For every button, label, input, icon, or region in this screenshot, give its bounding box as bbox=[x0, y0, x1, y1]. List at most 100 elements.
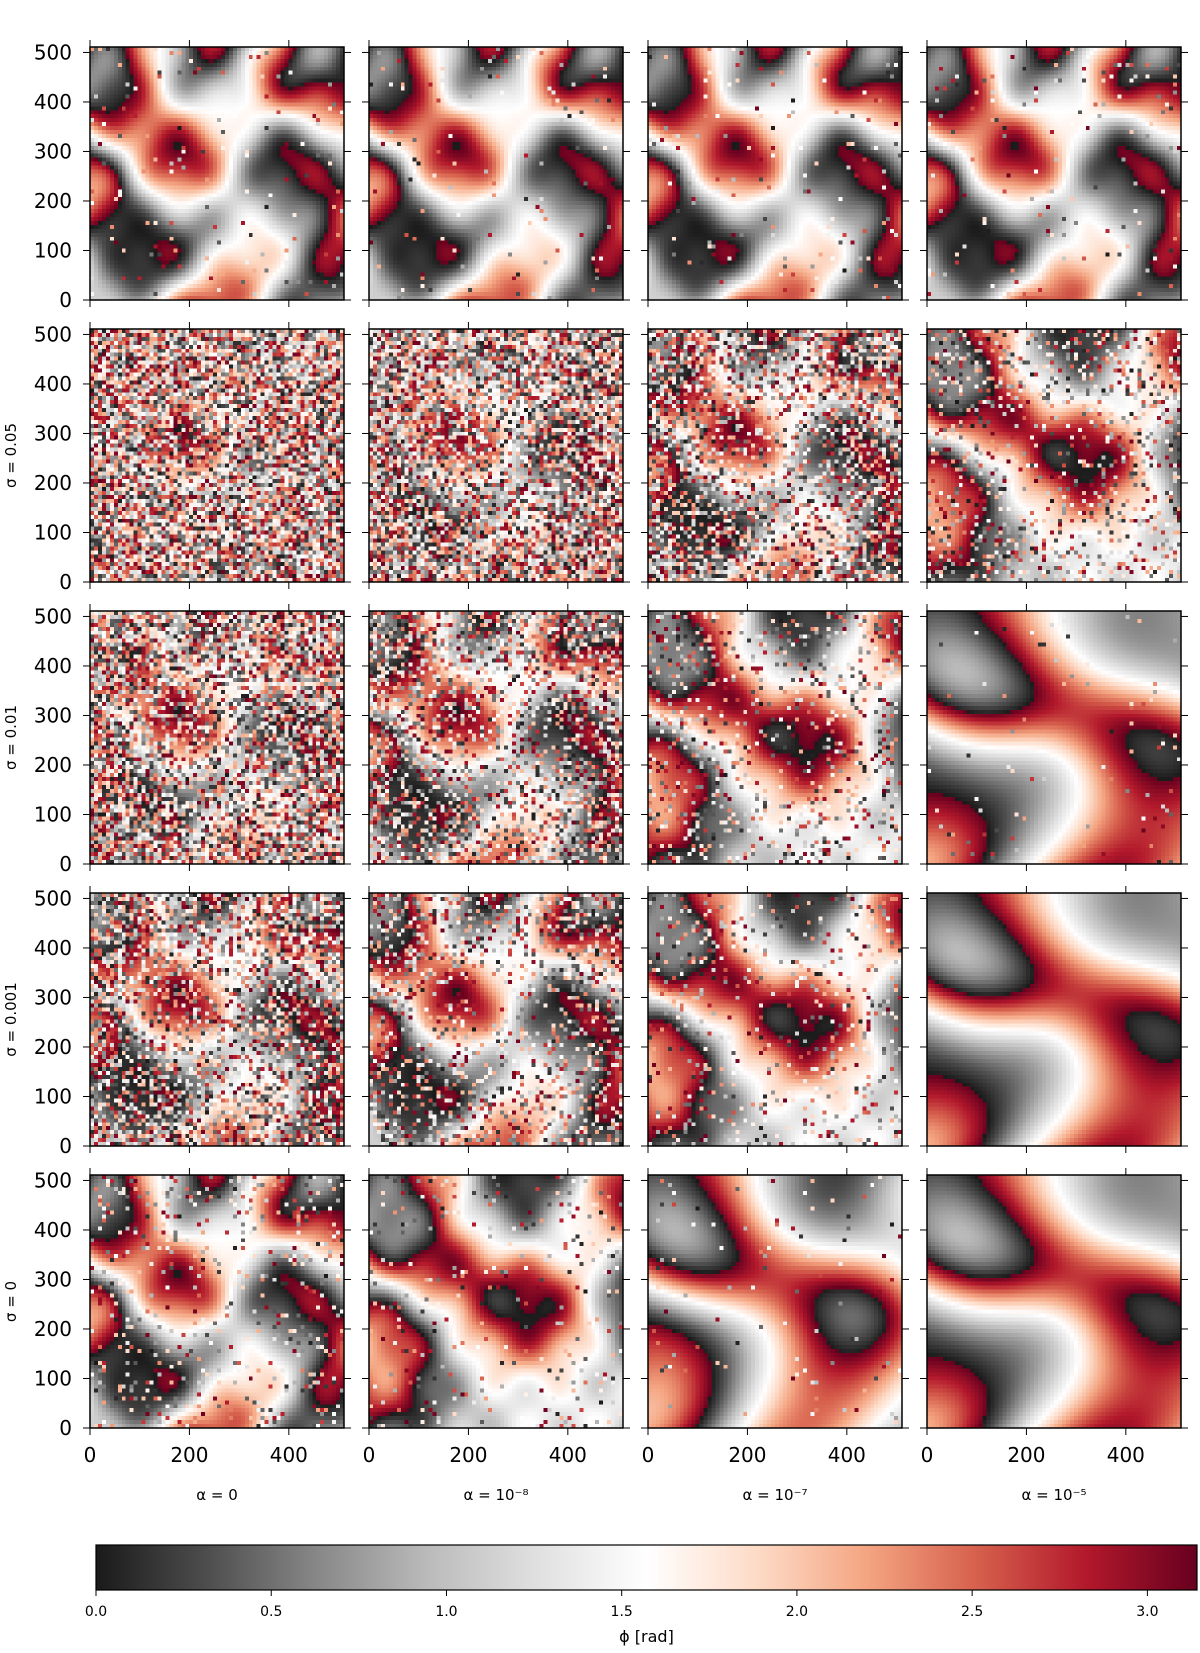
phase-map-panel: 0 100 200 300 400 500 0 200 400 bbox=[34, 1168, 351, 1467]
phase-map-image bbox=[648, 329, 902, 582]
phase-map-panel bbox=[641, 886, 909, 1153]
y-tick-label: 200 bbox=[34, 1035, 72, 1059]
phase-map-image bbox=[648, 47, 902, 300]
panel-frame bbox=[647, 610, 903, 865]
phase-map-panel bbox=[362, 604, 630, 871]
phase-map-image bbox=[369, 47, 623, 300]
phase-map-panel: 0 100 200 300 400 500 bbox=[34, 886, 351, 1158]
phase-map-image bbox=[369, 329, 623, 582]
y-tick-label: 100 bbox=[34, 1366, 72, 1390]
phase-map-panel: 0 100 200 300 400 500 bbox=[34, 40, 351, 312]
y-tick-label: 400 bbox=[34, 936, 72, 960]
panel-frame bbox=[89, 892, 345, 1147]
phase-map-panel bbox=[920, 322, 1188, 589]
phase-map-panel bbox=[641, 604, 909, 871]
y-tick-label: 0 bbox=[59, 852, 72, 876]
panel-frame bbox=[926, 892, 1182, 1147]
column-labels: α = 0 α = 10⁻⁸ α = 10⁻⁷ α = 10⁻⁵ bbox=[196, 1486, 1086, 1504]
column-label: α = 10⁻⁷ bbox=[742, 1486, 807, 1504]
panel-frame bbox=[368, 1174, 624, 1429]
row-labels: σ = 0.05 σ = 0.01 σ = 0.001 σ = 0 bbox=[2, 423, 20, 1322]
panel-frame bbox=[926, 328, 1182, 583]
phase-map-image bbox=[369, 611, 623, 864]
x-tick-label: 400 bbox=[828, 1443, 866, 1467]
x-tick-label: 200 bbox=[449, 1443, 487, 1467]
panel-frame bbox=[647, 1174, 903, 1429]
y-tick-label: 0 bbox=[59, 288, 72, 312]
panel-frame bbox=[368, 892, 624, 1147]
y-tick-label: 200 bbox=[34, 471, 72, 495]
y-tick-label: 500 bbox=[34, 1168, 72, 1192]
row-label: σ = 0.01 bbox=[2, 705, 20, 770]
y-tick-label: 100 bbox=[34, 1084, 72, 1108]
panel-frame bbox=[368, 328, 624, 583]
panel-frame bbox=[647, 328, 903, 583]
phase-map-panel bbox=[362, 886, 630, 1153]
phase-map-panel: 0 200 400 bbox=[920, 1168, 1188, 1467]
column-label: α = 10⁻⁸ bbox=[463, 1486, 528, 1504]
y-tick-label: 0 bbox=[59, 1134, 72, 1158]
x-tick-label: 0 bbox=[84, 1443, 97, 1467]
phase-map-panel bbox=[920, 886, 1188, 1153]
y-tick-label: 100 bbox=[34, 520, 72, 544]
colorbar-tick-label: 1.5 bbox=[611, 1604, 633, 1620]
y-tick-label: 300 bbox=[34, 985, 72, 1009]
phase-map-image bbox=[90, 893, 344, 1146]
x-tick-label: 400 bbox=[549, 1443, 587, 1467]
phase-map-panel: 0 200 400 bbox=[641, 1168, 909, 1467]
y-tick-label: 100 bbox=[34, 238, 72, 262]
phase-map-image bbox=[927, 1175, 1181, 1428]
panel-frame bbox=[89, 328, 345, 583]
y-tick-label: 300 bbox=[34, 139, 72, 163]
y-tick-label: 500 bbox=[34, 40, 72, 64]
x-tick-label: 400 bbox=[270, 1443, 308, 1467]
colorbar-tick-label: 0.0 bbox=[85, 1604, 107, 1620]
column-label: α = 0 bbox=[196, 1486, 238, 1504]
y-tick-label: 0 bbox=[59, 570, 72, 594]
panel-grid: 0 100 200 300 400 500 0 100 200 300 400 500 0 100 200 3… bbox=[34, 40, 1188, 1467]
y-tick-label: 300 bbox=[34, 1267, 72, 1291]
phase-map-image bbox=[927, 47, 1181, 300]
colorbar-tick-label: 2.0 bbox=[786, 1604, 808, 1620]
y-tick-label: 500 bbox=[34, 604, 72, 628]
x-tick-label: 200 bbox=[728, 1443, 766, 1467]
phase-map-panel bbox=[641, 322, 909, 589]
y-tick-label: 400 bbox=[34, 654, 72, 678]
panel-frame bbox=[926, 46, 1182, 301]
phase-map-panel: 0 100 200 300 400 500 bbox=[34, 604, 351, 876]
panel-frame bbox=[368, 46, 624, 301]
y-tick-label: 400 bbox=[34, 1218, 72, 1242]
y-tick-label: 400 bbox=[34, 372, 72, 396]
y-tick-label: 400 bbox=[34, 90, 72, 114]
phase-map-image bbox=[369, 1175, 623, 1428]
panel-frame bbox=[89, 1174, 345, 1429]
y-tick-label: 100 bbox=[34, 802, 72, 826]
phase-map-image bbox=[927, 893, 1181, 1146]
phase-map-image bbox=[648, 611, 902, 864]
colorbar-gradient bbox=[95, 1544, 1198, 1591]
phase-map-image bbox=[927, 329, 1181, 582]
panel-frame bbox=[368, 610, 624, 865]
x-tick-label: 200 bbox=[170, 1443, 208, 1467]
y-tick-label: 200 bbox=[34, 1317, 72, 1341]
panel-frame bbox=[926, 610, 1182, 865]
y-tick-label: 200 bbox=[34, 189, 72, 213]
panel-frame bbox=[647, 892, 903, 1147]
phase-map-image bbox=[90, 1175, 344, 1428]
x-tick-label: 0 bbox=[642, 1443, 655, 1467]
x-tick-label: 0 bbox=[363, 1443, 376, 1467]
panel-frame bbox=[89, 610, 345, 865]
y-tick-label: 200 bbox=[34, 753, 72, 777]
phase-map-panel: 0 200 400 bbox=[362, 1168, 630, 1467]
y-tick-label: 0 bbox=[59, 1416, 72, 1440]
phase-map-panel bbox=[641, 40, 909, 307]
y-tick-label: 300 bbox=[34, 421, 72, 445]
phase-map-image bbox=[90, 611, 344, 864]
row-label: σ = 0.001 bbox=[2, 982, 20, 1057]
x-tick-label: 0 bbox=[921, 1443, 934, 1467]
panel-frame bbox=[89, 46, 345, 301]
phase-map-image bbox=[369, 893, 623, 1146]
phase-map-image bbox=[90, 47, 344, 300]
colorbar: 0.0 0.5 1.0 1.5 2.0 2.5 3.0 ϕ [rad] bbox=[85, 1544, 1198, 1646]
